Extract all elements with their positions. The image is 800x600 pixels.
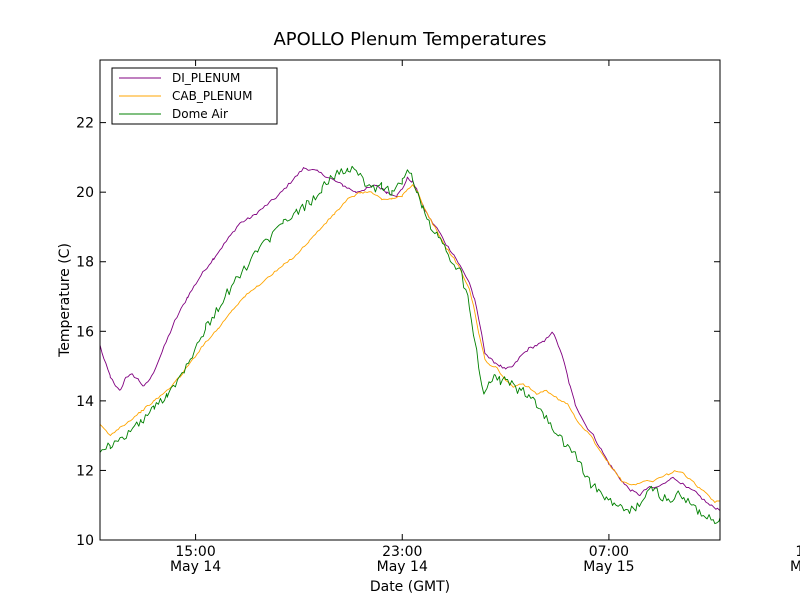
y-tick-label: 12	[76, 463, 94, 479]
y-tick-label: 16	[76, 324, 94, 340]
y-tick-label: 18	[76, 255, 94, 271]
legend-label: DI_PLENUM	[172, 71, 240, 85]
x-axis-label: Date (GMT)	[370, 579, 450, 595]
x-tick-label-time: 23:00	[382, 544, 422, 560]
legend: DI_PLENUM CAB_PLENUM Dome Air	[111, 67, 278, 125]
series-line-di-plenum	[100, 167, 720, 511]
y-tick-label: 22	[76, 116, 94, 132]
x-tick-label-date: May 15	[583, 559, 634, 575]
legend-items: DI_PLENUM CAB_PLENUM Dome Air	[119, 71, 252, 121]
y-tick-label: 20	[76, 185, 94, 201]
y-tick-label: 10	[76, 533, 94, 549]
series-layer	[100, 165, 720, 525]
legend-label: CAB_PLENUM	[172, 89, 252, 103]
series-line-cab-plenum	[100, 184, 720, 503]
y-tick-label: 14	[76, 394, 94, 410]
x-tick-label-time: 15:00	[795, 544, 800, 560]
x-tick-label-date: May 15	[790, 559, 800, 575]
series-line-dome-air	[100, 165, 720, 525]
chart-title: APOLLO Plenum Temperatures	[273, 29, 546, 50]
y-axis-label: Temperature (C)	[57, 243, 73, 358]
plot-frame	[99, 59, 721, 541]
x-tick-label-time: 07:00	[589, 544, 629, 560]
x-tick-label-date: May 14	[170, 559, 221, 575]
x-tick-label-date: May 14	[377, 559, 428, 575]
legend-label: Dome Air	[172, 107, 228, 121]
x-tick-label-time: 15:00	[175, 544, 215, 560]
